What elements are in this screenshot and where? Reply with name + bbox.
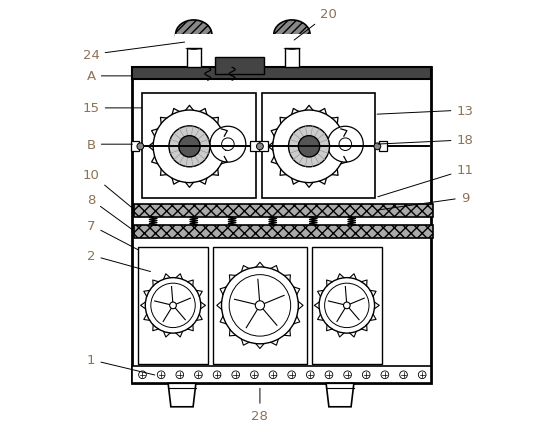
Circle shape bbox=[306, 371, 314, 379]
Circle shape bbox=[210, 127, 246, 163]
Circle shape bbox=[176, 371, 183, 379]
Circle shape bbox=[339, 138, 352, 151]
Text: 2: 2 bbox=[87, 249, 151, 272]
Circle shape bbox=[289, 127, 330, 167]
Text: A: A bbox=[86, 70, 132, 83]
Bar bbox=[213, 247, 307, 364]
Bar bbox=[215, 58, 264, 75]
Bar bbox=[262, 94, 375, 198]
Text: 18: 18 bbox=[378, 134, 473, 147]
Circle shape bbox=[319, 278, 375, 334]
Text: 1: 1 bbox=[87, 354, 155, 375]
Text: B: B bbox=[86, 138, 132, 151]
Circle shape bbox=[222, 268, 299, 344]
Bar bbox=[134, 226, 433, 239]
Circle shape bbox=[288, 371, 295, 379]
Bar bbox=[132, 68, 430, 80]
Polygon shape bbox=[168, 383, 196, 407]
Text: 7: 7 bbox=[87, 219, 138, 250]
Circle shape bbox=[254, 144, 261, 150]
Bar bbox=[134, 204, 433, 217]
Circle shape bbox=[343, 302, 350, 309]
Text: 11: 11 bbox=[378, 164, 473, 197]
Circle shape bbox=[343, 371, 351, 379]
Circle shape bbox=[374, 144, 381, 150]
Bar bbox=[273, 35, 311, 49]
Polygon shape bbox=[326, 383, 354, 407]
Text: 10: 10 bbox=[83, 168, 133, 209]
Circle shape bbox=[137, 144, 144, 150]
Circle shape bbox=[257, 144, 263, 150]
Text: 15: 15 bbox=[83, 102, 142, 115]
Ellipse shape bbox=[176, 21, 212, 50]
Bar bbox=[259, 142, 268, 152]
Circle shape bbox=[255, 301, 264, 310]
Bar bbox=[142, 94, 255, 198]
Bar bbox=[132, 68, 430, 383]
Circle shape bbox=[381, 371, 389, 379]
Circle shape bbox=[399, 371, 407, 379]
Bar bbox=[250, 142, 259, 152]
Text: 13: 13 bbox=[377, 104, 473, 117]
Circle shape bbox=[179, 136, 200, 158]
Circle shape bbox=[194, 371, 202, 379]
Circle shape bbox=[325, 371, 333, 379]
Bar bbox=[187, 49, 201, 68]
Text: 9: 9 bbox=[378, 192, 469, 210]
Circle shape bbox=[232, 371, 239, 379]
Circle shape bbox=[327, 127, 363, 163]
Circle shape bbox=[362, 371, 370, 379]
Bar bbox=[175, 35, 213, 49]
Text: 24: 24 bbox=[83, 43, 184, 62]
Circle shape bbox=[222, 138, 234, 151]
Text: 28: 28 bbox=[252, 389, 268, 422]
Bar bbox=[378, 142, 387, 152]
Circle shape bbox=[299, 136, 320, 158]
Text: 20: 20 bbox=[294, 9, 337, 41]
Circle shape bbox=[145, 278, 201, 334]
Circle shape bbox=[269, 371, 277, 379]
Bar bbox=[312, 247, 382, 364]
Circle shape bbox=[157, 371, 165, 379]
Circle shape bbox=[418, 371, 426, 379]
Bar bbox=[132, 366, 430, 383]
Ellipse shape bbox=[274, 21, 310, 50]
Bar bbox=[285, 49, 299, 68]
Circle shape bbox=[169, 127, 210, 167]
Bar bbox=[138, 247, 208, 364]
Circle shape bbox=[153, 111, 226, 183]
Text: 8: 8 bbox=[87, 194, 133, 230]
Circle shape bbox=[138, 371, 146, 379]
Circle shape bbox=[273, 111, 345, 183]
Circle shape bbox=[213, 371, 221, 379]
Circle shape bbox=[170, 302, 176, 309]
Circle shape bbox=[250, 371, 258, 379]
Bar bbox=[131, 142, 139, 152]
